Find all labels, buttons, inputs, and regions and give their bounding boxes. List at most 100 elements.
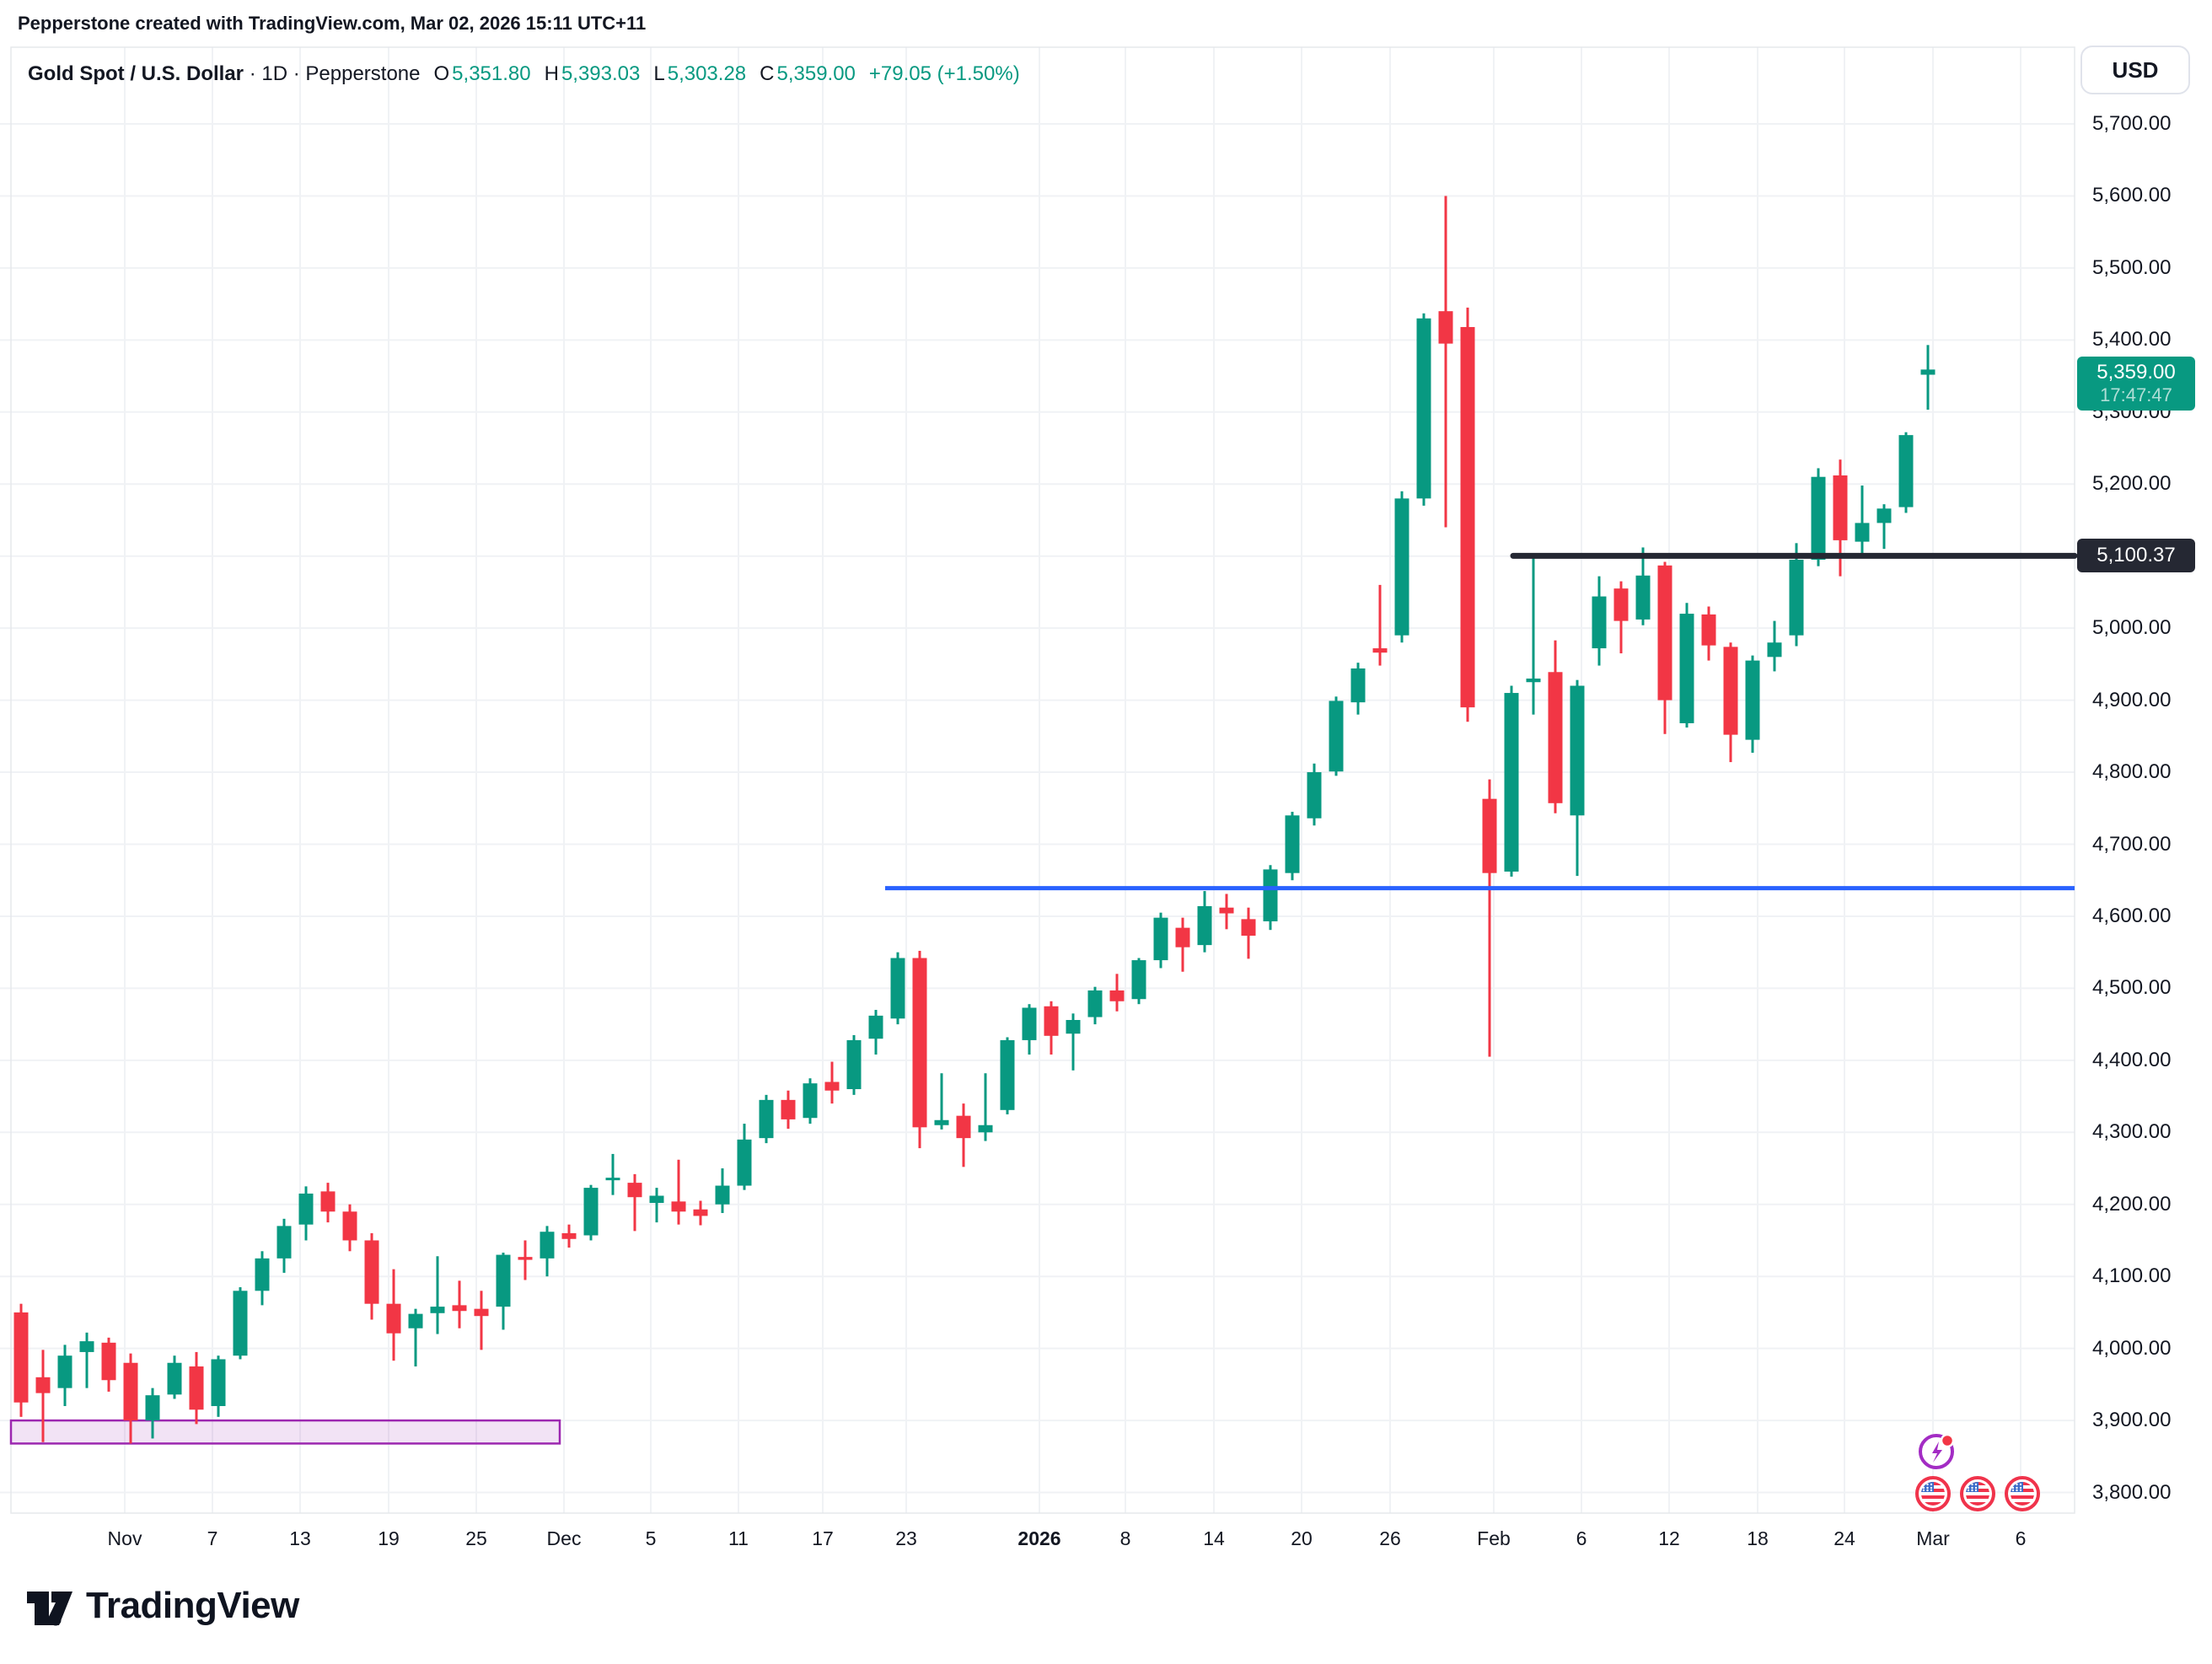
candle [1657,561,1672,734]
candle [1350,663,1366,715]
price-axis-label: 4,100.00 [2092,1264,2172,1288]
price-axis-label: 5,000.00 [2092,616,2172,640]
candle [1372,584,1388,666]
candle [715,1168,730,1214]
us-flag-icon[interactable] [2006,1478,2038,1510]
last-price-value: 5,359.00 [2097,361,2176,384]
time-axis-label: 24 [1833,1527,1855,1549]
us-flag-icon[interactable] [1962,1478,1994,1510]
price-axis-label: 4,400.00 [2092,1048,2172,1071]
candle [890,952,905,1025]
last-price-badge: 5,359.00 17:47:47 [2077,357,2195,411]
symbol-title[interactable]: Gold Spot / U.S. Dollar [28,62,244,85]
candle [912,950,927,1149]
economic-event-icon[interactable] [1919,1433,1955,1469]
price-axis-label: 4,600.00 [2092,904,2172,927]
candle [1438,196,1453,528]
candle [1066,1013,1081,1071]
event-markers [1895,1433,2080,1524]
candle [934,1073,949,1130]
price-axis-label: 4,900.00 [2092,688,2172,711]
symbol-legend: Gold Spot / U.S. Dollar · 1D · Peppersto… [28,62,1020,89]
candle [1022,1004,1037,1055]
candle [1460,307,1475,722]
candle [1219,894,1234,930]
time-axis-label: 25 [465,1527,487,1549]
candle [627,1173,642,1232]
ohlc-c-value: C 5,359.00 [760,62,856,85]
time-axis-label: 18 [1747,1527,1769,1549]
candle [233,1287,248,1360]
candle [101,1337,116,1392]
candle [342,1204,357,1252]
time-axis-label: 5 [645,1527,657,1549]
candle [1635,547,1651,625]
candle [605,1153,620,1195]
candle [1876,504,1892,550]
candle [1767,620,1782,672]
candle [1833,459,1848,577]
time-axis-label: 20 [1291,1527,1313,1549]
price-axis-label: 3,900.00 [2092,1409,2172,1432]
candle [364,1232,379,1320]
candle [1263,865,1278,931]
price-axis-label: 4,700.00 [2092,832,2172,856]
candle [79,1332,94,1388]
candle [1394,491,1409,643]
time-axis-label: 6 [1576,1527,1587,1549]
candle [408,1308,423,1367]
candle [1197,891,1212,953]
top-bar-text: Pepperstone created with TradingView.com… [18,13,647,34]
candle [649,1188,664,1223]
candle [1898,432,1914,513]
candle [386,1269,401,1361]
candle [496,1253,511,1330]
price-axis-label: 5,600.00 [2092,184,2172,207]
candle [1811,468,1826,566]
candle [671,1159,686,1225]
candle [1153,912,1168,969]
candle [583,1184,599,1241]
candle [123,1353,138,1444]
time-axis-label: Dec [546,1527,582,1549]
candle [189,1351,204,1425]
support-zone-rectangle[interactable] [9,1419,561,1445]
candle [1329,696,1344,776]
tradingview-watermark[interactable]: TradingView [25,1581,299,1630]
time-axis-label: Feb [1477,1527,1511,1549]
price-axis-label: 3,800.00 [2092,1480,2172,1504]
price-axis-label: 5,700.00 [2092,112,2172,135]
candle [13,1303,29,1417]
candle [1526,556,1541,715]
candle [1504,685,1519,877]
time-axis-label: 13 [289,1527,311,1549]
candle [320,1183,336,1223]
candle [298,1186,314,1241]
chart-pane-border [10,46,2075,1514]
price-axis-label: 4,500.00 [2092,976,2172,1000]
candle [518,1240,533,1280]
symbol-provider: Pepperstone [305,62,421,85]
symbol-interval: 1D [261,62,288,85]
legend-separator-1: · [249,62,256,85]
time-axis-label: 26 [1379,1527,1401,1549]
candle [1416,313,1431,506]
price-axis-label: 4,800.00 [2092,760,2172,784]
candle [540,1226,555,1277]
candle [1920,345,1936,410]
candle [255,1251,270,1306]
ohlc-o-value: O 5,351.80 [433,62,531,85]
currency-button[interactable]: USD [2080,46,2190,94]
candle [868,1010,883,1055]
candle [1000,1037,1015,1114]
price-axis-label: 5,200.00 [2092,472,2172,496]
candle [1745,655,1760,753]
us-flag-icon[interactable] [1917,1478,1949,1510]
change-value: +79.05 (+1.50%) [868,62,1020,85]
time-axis-label: 2026 [1017,1527,1061,1549]
candle [1789,543,1804,647]
legend-separator-2: · [293,62,300,85]
price-axis-label: 5,500.00 [2092,255,2172,279]
tradingview-logo-text: TradingView [86,1585,299,1626]
